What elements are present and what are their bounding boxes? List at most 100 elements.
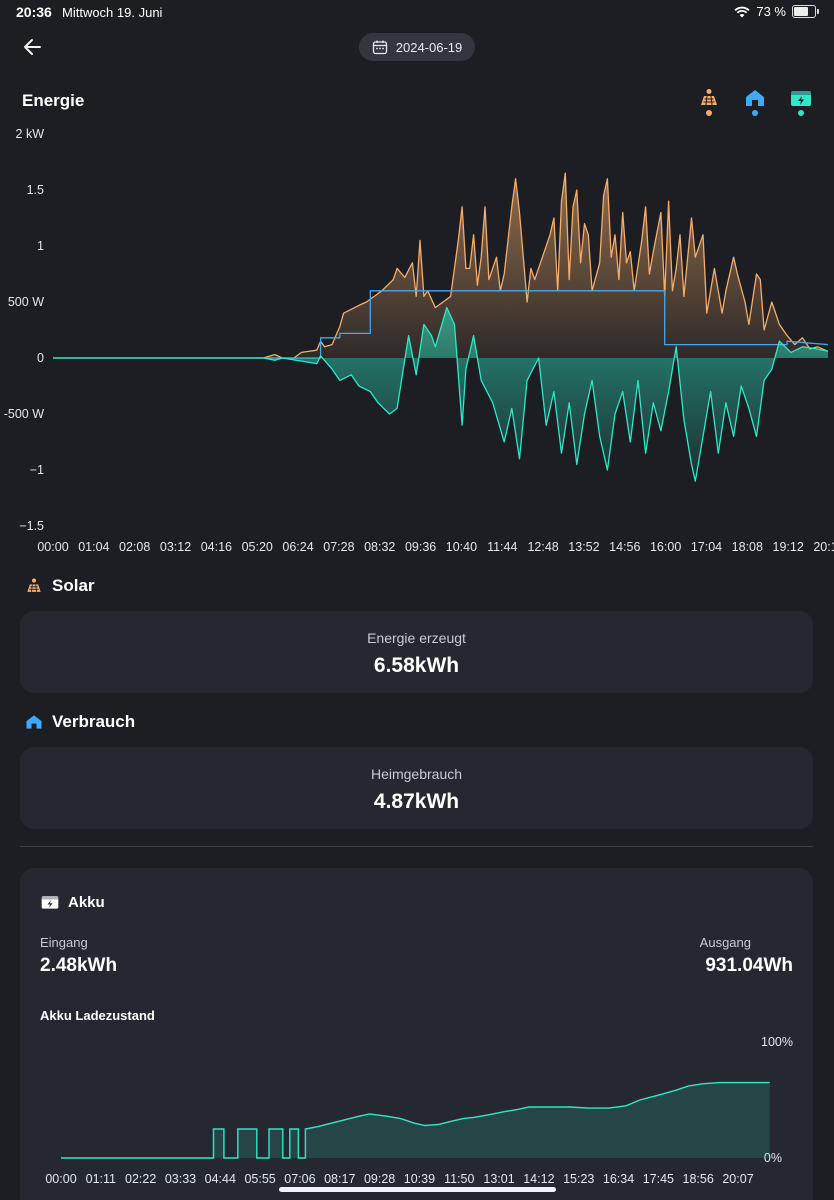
soc-y-tick-label: 0% [764,1151,782,1165]
solar-card: Energie erzeugt 6.58kWh [20,611,813,693]
battery-soc-chart: 100% 0% 00:00 01:11 02:22 03:33 04:44 05:55 07:0… [45,1035,793,1186]
battery-title: Akku [68,893,105,911]
series-line [53,172,829,359]
home-indicator[interactable] [279,1187,556,1192]
soc-x-tick-label: 16:34 [603,1172,634,1186]
status-date: Mittwoch 19. Juni [62,5,163,20]
consumption-title: Verbrauch [52,712,136,731]
soc-x-tick-label: 09:28 [364,1172,395,1186]
y-tick-label: 2 kW [16,127,45,141]
legend-solar-toggle[interactable] [697,88,721,118]
solar-panel-icon [27,578,41,592]
soc-x-tick-label: 03:33 [165,1172,196,1186]
x-tick-label: 01:04 [78,540,109,554]
x-tick-label: 04:16 [201,540,232,554]
legend-solar-dot [706,110,712,116]
x-tick-label: 19:12 [773,540,804,554]
soc-x-tick-label: 01:11 [86,1172,116,1186]
date-picker-button[interactable]: 2024-06-19 [359,33,475,61]
soc-x-tick-label: 00:00 [45,1172,76,1186]
solar-title: Solar [52,576,95,595]
x-tick-label: 03:12 [160,540,191,554]
soc-x-tick-label: 10:39 [404,1172,435,1186]
soc-x-tick-label: 15:23 [563,1172,594,1186]
legend-battery-dot [798,110,804,116]
soc-x-tick-label: 20:07 [722,1172,753,1186]
x-tick-label: 06:24 [282,540,313,554]
x-tick-label: 02:08 [119,540,150,554]
battery-icon [791,91,811,106]
soc-y-tick-label: 100% [761,1035,793,1049]
house-icon [746,90,764,106]
solar-panel-icon [701,89,717,106]
battery-output-value: 931.04Wh [705,955,793,976]
x-tick-label: 05:20 [242,540,273,554]
battery-soc-title: Akku Ladezustand [40,1008,155,1023]
consumption-label: Heimgebrauch [370,766,463,782]
series-line [53,306,829,482]
date-label: 2024-06-19 [395,39,463,55]
soc-x-tick-label: 02:22 [125,1172,156,1186]
legend-home-toggle[interactable] [743,88,767,118]
x-tick-label: 20:16 [813,540,834,554]
x-tick-label: 00:00 [37,540,68,554]
energy-chart: 2 kW 1.5 1 500 W 0 -500 W −1 −1.5 00:00 01:04 02:0… [4,127,834,554]
x-tick-label: 09:36 [405,540,436,554]
energy-title: Energie [22,91,85,110]
solar-label: Energie erzeugt [367,630,466,646]
back-button[interactable] [18,33,48,61]
section-divider [20,846,813,847]
soc-x-tick-label: 14:12 [523,1172,554,1186]
legend-battery-toggle[interactable] [789,88,813,118]
calendar-icon [372,40,387,55]
device-battery-icon [792,5,819,18]
soc-x-tick-label: 05:55 [244,1172,275,1186]
battery-panel [20,868,813,1200]
battery-percent: 73 % [756,4,786,19]
soc-x-tick-label: 18:56 [683,1172,714,1186]
soc-x-tick-label: 17:45 [643,1172,674,1186]
consumption-card: Heimgebrauch 4.87kWh [20,747,813,829]
legend-home-dot [752,110,758,116]
x-tick-label: 11:44 [487,540,517,554]
x-tick-label: 18:08 [732,540,763,554]
y-tick-label: −1 [30,463,44,477]
battery-input-label: Eingang [40,935,88,950]
status-indicators: 73 % [734,4,819,19]
x-tick-label: 07:28 [323,540,354,554]
series-area [53,173,828,358]
x-tick-label: 16:00 [650,540,681,554]
y-tick-label: −1.5 [19,519,44,533]
battery-icon [41,896,59,909]
y-tick-label: 1.5 [27,183,44,197]
y-tick-label: 500 W [8,295,44,309]
x-tick-label: 14:56 [609,540,640,554]
series-line [53,290,829,359]
x-tick-label: 17:04 [691,540,722,554]
soc-x-tick-label: 08:17 [324,1172,355,1186]
consumption-section-header: Verbrauch [24,712,135,732]
status-time: 20:36 [16,4,52,20]
battery-section-header: Akku [40,893,105,911]
soc-x-tick-label: 04:44 [205,1172,236,1186]
consumption-value: 4.87kWh [373,790,460,813]
solar-value: 6.58kWh [373,654,460,677]
y-tick-label: 1 [37,239,44,253]
x-tick-label: 10:40 [446,540,477,554]
series-area [53,307,828,482]
soc-x-tick-label: 11:50 [444,1172,474,1186]
soc-x-tick-label: 07:06 [284,1172,315,1186]
wifi-icon [734,6,750,17]
arrow-left-icon [24,39,41,55]
y-tick-label: -500 W [4,407,44,421]
solar-section-header: Solar [24,576,95,596]
y-tick-label: 0 [37,351,44,365]
x-tick-label: 08:32 [364,540,395,554]
soc-line [61,1081,770,1159]
soc-x-tick-label: 13:01 [483,1172,514,1186]
battery-input-value: 2.48kWh [40,955,118,976]
battery-output-label: Ausgang [699,935,751,950]
x-tick-label: 13:52 [568,540,599,554]
house-icon [26,715,42,729]
x-tick-label: 12:48 [527,540,558,554]
